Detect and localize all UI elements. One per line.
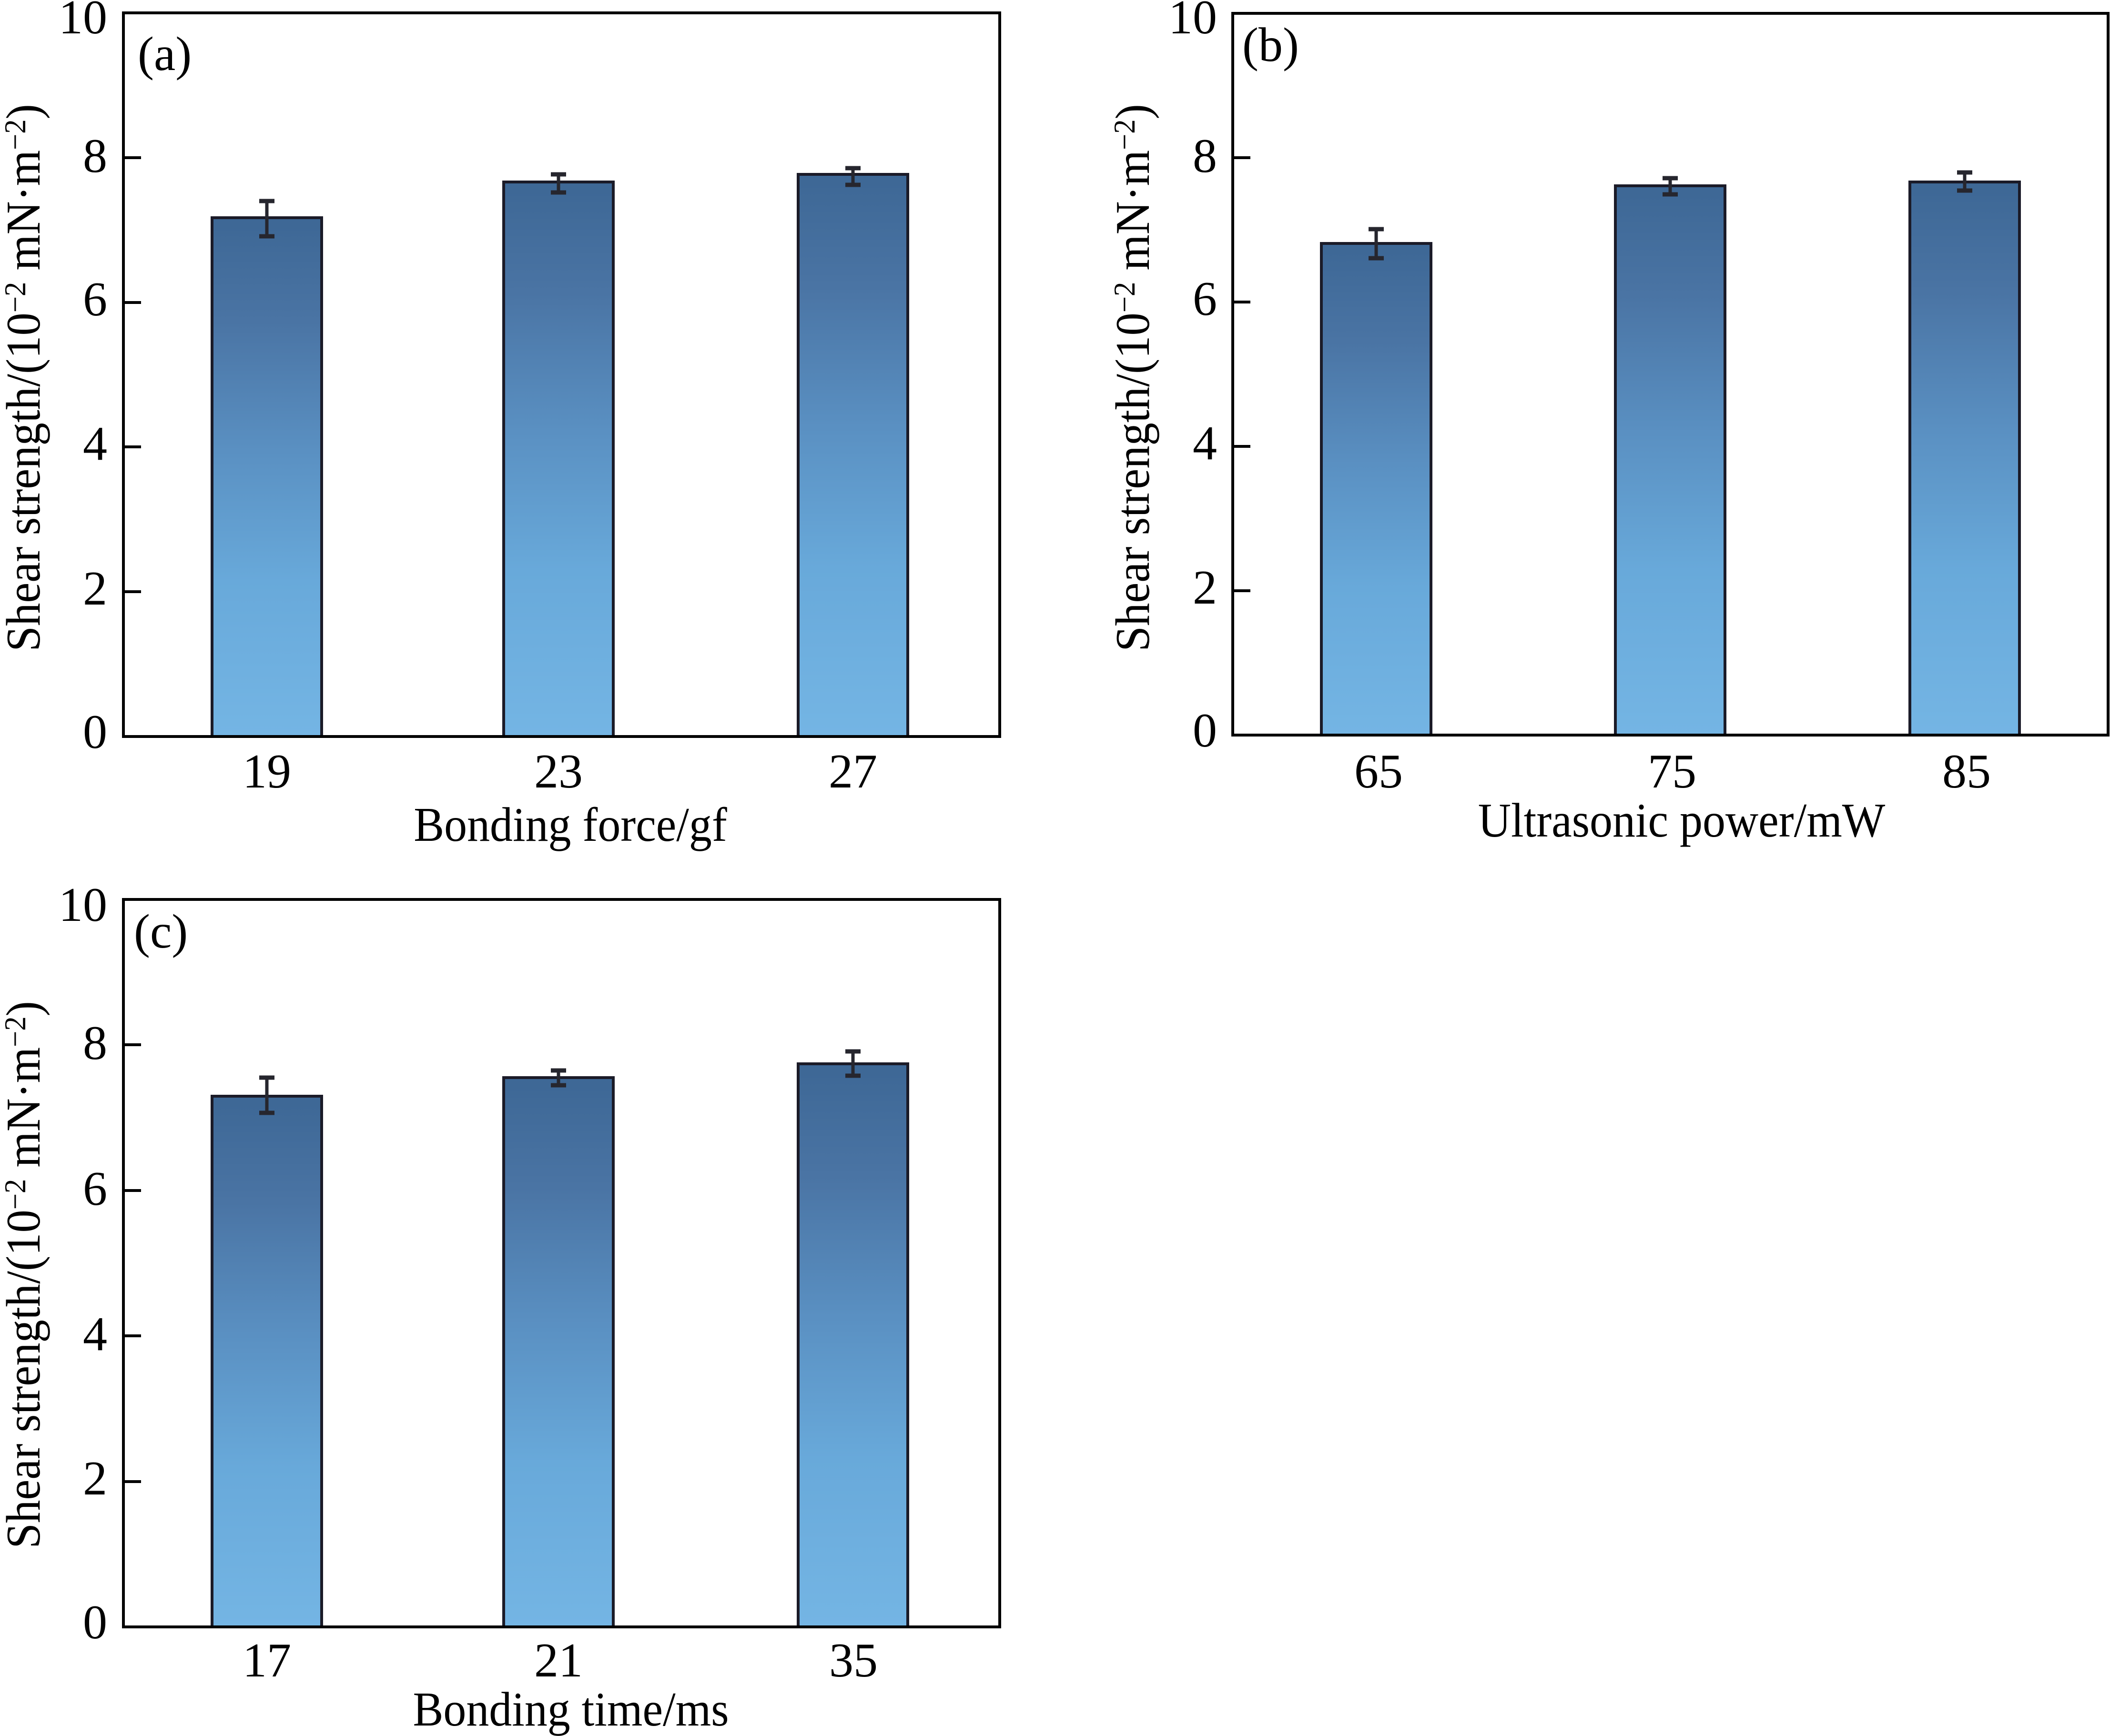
svg-text:2: 2 (83, 562, 107, 616)
svg-text:(c): (c) (134, 905, 188, 959)
svg-text:Shear strength/(10−2 mN·m−2): Shear strength/(10−2 mN·m−2) (1106, 104, 1160, 651)
svg-text:27: 27 (829, 745, 877, 798)
svg-text:6: 6 (83, 1162, 107, 1216)
svg-text:Bonding time/ms: Bonding time/ms (413, 1683, 729, 1736)
svg-text:85: 85 (1942, 745, 1991, 798)
svg-text:10: 10 (59, 0, 107, 44)
svg-text:35: 35 (829, 1634, 878, 1687)
svg-text:17: 17 (243, 1634, 291, 1687)
svg-text:6: 6 (83, 273, 107, 326)
svg-text:4: 4 (1193, 416, 1217, 470)
svg-text:6: 6 (1193, 272, 1217, 326)
svg-text:(b): (b) (1242, 18, 1299, 72)
svg-text:Shear strength/(10−2 mN·m−2): Shear strength/(10−2 mN·m−2) (0, 104, 51, 651)
svg-text:8: 8 (83, 1016, 107, 1070)
svg-text:4: 4 (83, 1307, 107, 1361)
svg-text:0: 0 (83, 1595, 107, 1649)
svg-text:75: 75 (1648, 745, 1696, 798)
svg-text:Shear strength/(10−2 mN·m−2): Shear strength/(10−2 mN·m−2) (0, 1001, 51, 1548)
svg-text:10: 10 (1168, 0, 1217, 44)
svg-text:65: 65 (1354, 745, 1403, 798)
svg-text:2: 2 (1193, 561, 1217, 615)
svg-text:10: 10 (59, 878, 107, 932)
svg-text:4: 4 (83, 417, 107, 471)
svg-text:0: 0 (83, 705, 107, 759)
svg-text:23: 23 (534, 745, 583, 798)
svg-text:19: 19 (243, 745, 291, 798)
svg-text:0: 0 (1193, 704, 1217, 757)
svg-text:(a): (a) (138, 27, 192, 81)
svg-text:2: 2 (83, 1452, 107, 1505)
svg-text:Bonding force/gf: Bonding force/gf (414, 798, 727, 851)
svg-text:Ultrasonic power/mW: Ultrasonic power/mW (1478, 794, 1886, 847)
svg-text:8: 8 (1193, 129, 1217, 183)
svg-text:8: 8 (83, 129, 107, 183)
svg-text:21: 21 (534, 1634, 583, 1687)
